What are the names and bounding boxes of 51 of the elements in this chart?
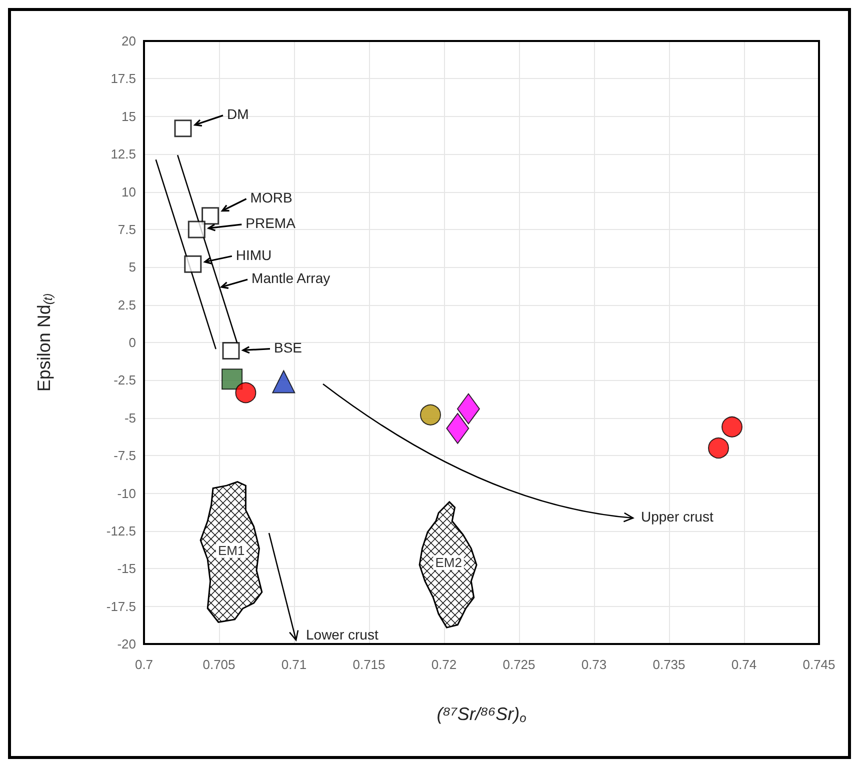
point	[420, 404, 441, 426]
x-tick-label: 0.705	[202, 657, 236, 672]
point	[235, 382, 256, 404]
y-tick-label: -7.5	[114, 448, 136, 464]
y-tick-label: 20	[122, 34, 136, 48]
x-tick-label: 0.715	[352, 657, 386, 672]
point	[446, 412, 470, 444]
y-tick-label: 7.5	[118, 222, 136, 237]
x-tick-label: 0.735	[652, 657, 686, 672]
y-tick-label: -17.5	[106, 598, 136, 614]
legend-label: Mantle Array	[252, 270, 330, 286]
series-label: EM2	[435, 555, 462, 570]
annotation: HIMU	[236, 246, 272, 263]
y-axis-title: Epsilon Nd(t)	[34, 293, 55, 392]
point	[708, 438, 729, 459]
y-tick-label: 12.5	[110, 146, 136, 162]
x-tick-label: 0.725	[502, 657, 536, 672]
y-tick-label: 0	[128, 335, 136, 350]
x-tick-label: 0.7	[134, 657, 154, 672]
x-tick-label: 0.71	[281, 657, 307, 672]
y-tick-label: 2.5	[118, 297, 136, 312]
y-tick-label: -2.5	[114, 372, 136, 388]
y-tick-label: -5	[124, 410, 136, 426]
x-tick-label: 0.74	[731, 657, 757, 672]
y-tick-label: -10	[117, 486, 136, 501]
y-tick-label: 15	[122, 108, 136, 124]
y-tick-label: -20	[117, 636, 136, 652]
point	[184, 255, 202, 273]
annotation: DM	[227, 106, 249, 122]
x-tick-label: 0.73	[581, 657, 607, 672]
point	[202, 207, 220, 225]
y-tick-label: 17.5	[110, 71, 136, 86]
annotation: PREMA	[246, 215, 296, 232]
point	[272, 370, 296, 394]
annotation: Lower crust	[306, 626, 378, 643]
annotation: Upper crust	[641, 508, 714, 525]
annotation: BSE	[274, 339, 302, 356]
y-tick-label: -15	[117, 561, 136, 576]
y-tick-label: -12.5	[106, 523, 136, 538]
point	[222, 342, 240, 360]
series-label: EM1	[218, 542, 245, 558]
y-tick-label: 5	[128, 260, 136, 275]
x-tick-label: 0.72	[431, 657, 457, 672]
point	[188, 220, 206, 238]
y-tick-label: 10	[122, 184, 136, 200]
point	[174, 120, 192, 138]
point	[722, 416, 742, 438]
annotation: MORB	[250, 190, 292, 206]
x-tick-label: 0.745	[802, 657, 836, 672]
point	[456, 393, 480, 424]
point	[222, 368, 243, 390]
